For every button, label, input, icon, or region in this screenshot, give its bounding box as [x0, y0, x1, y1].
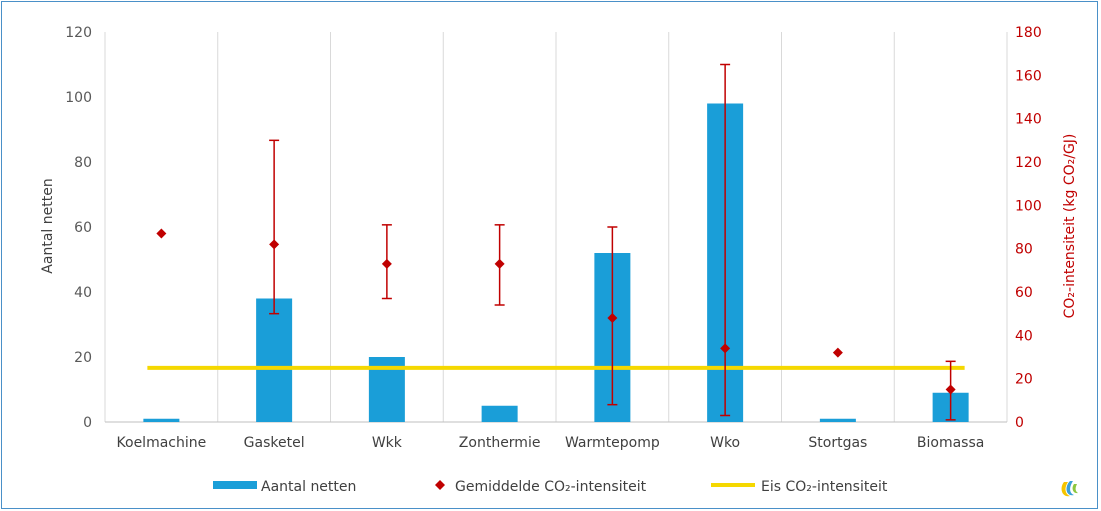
left-tick-label: 120 [65, 25, 92, 41]
category-label: Warmtepomp [565, 435, 660, 451]
legend-label-line: Eis CO₂-intensiteit [761, 479, 888, 495]
right-tick-label: 80 [1015, 242, 1033, 258]
bar [143, 418, 180, 422]
diamond-marker [494, 258, 505, 269]
bar [481, 405, 518, 422]
legend-swatch-bar [213, 481, 257, 489]
right-tick-label: 20 [1015, 372, 1033, 388]
category-labels: Koelmachine Gasketel Wkk Zonthermie Warmtepo… [117, 435, 985, 451]
right-tick-label: 40 [1015, 328, 1033, 344]
diamond-marker [269, 239, 280, 250]
grid-lines [104, 32, 1008, 423]
left-tick-label: 0 [83, 415, 92, 431]
legend-label-marker: Gemiddelde CO₂-intensiteit [455, 479, 647, 495]
right-tick-label: 180 [1015, 25, 1042, 41]
left-tick-label: 60 [74, 220, 92, 236]
diamond-marker [945, 384, 956, 395]
marker-series [156, 228, 956, 395]
diamond-marker [832, 347, 843, 358]
left-axis-title: Aantal netten [40, 178, 56, 273]
category-label: Koelmachine [117, 435, 207, 451]
right-axis-title: CO₂-intensiteit (kg CO₂/GJ) [1062, 134, 1078, 319]
category-label: Zonthermie [459, 435, 541, 451]
diamond-marker [607, 313, 618, 323]
legend-label-bar: Aantal netten [261, 479, 356, 495]
left-axis-ticks: 0 20 40 60 80 100 120 [65, 25, 92, 431]
legend-swatch-marker [435, 480, 445, 490]
left-tick-label: 100 [65, 90, 92, 106]
category-label: Biomassa [917, 435, 984, 451]
right-tick-label: 160 [1015, 68, 1042, 84]
category-label: Wko [710, 435, 740, 451]
diamond-marker [381, 258, 392, 269]
right-tick-label: 0 [1015, 415, 1024, 431]
right-tick-label: 120 [1015, 155, 1042, 171]
category-label: Gasketel [244, 435, 305, 451]
diamond-marker [720, 343, 731, 354]
left-tick-label: 80 [74, 155, 92, 171]
right-tick-label: 100 [1015, 198, 1042, 214]
bar [819, 418, 856, 422]
category-label: Wkk [372, 435, 403, 451]
diamond-marker [156, 228, 167, 239]
legend: Aantal netten Gemiddelde CO₂-intensiteit… [213, 479, 888, 495]
left-tick-label: 20 [74, 350, 92, 366]
left-tick-label: 40 [74, 285, 92, 301]
right-tick-label: 140 [1015, 112, 1042, 128]
right-tick-label: 60 [1015, 285, 1033, 301]
logo-icon [1061, 481, 1078, 497]
bar [256, 298, 293, 422]
category-label: Stortgas [808, 435, 867, 451]
right-axis-ticks: 0 20 40 60 80 100 120 140 160 180 [1015, 25, 1042, 431]
legend-swatch-line [711, 483, 755, 487]
